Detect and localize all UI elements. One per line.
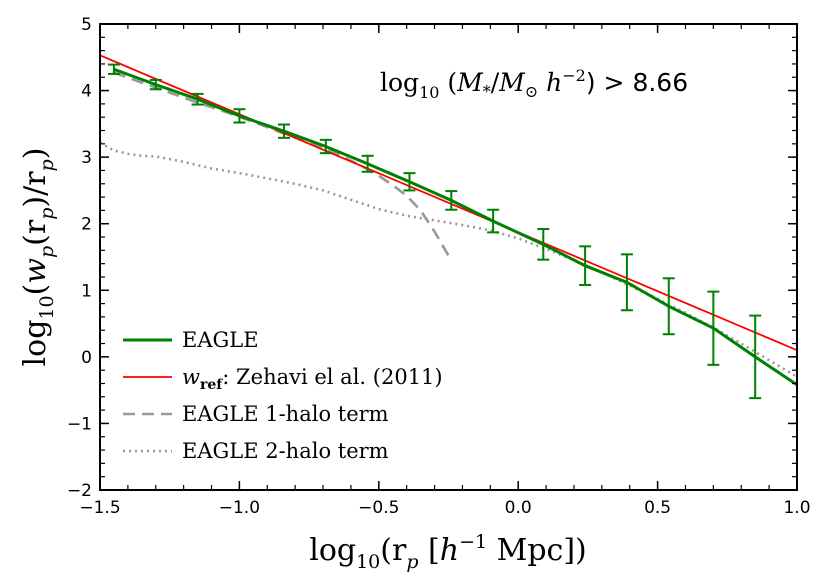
- error-bar: [487, 208, 500, 234]
- y-tick-label: 4: [81, 82, 92, 102]
- error-bar: [107, 63, 120, 75]
- plot-frame: [99, 23, 798, 491]
- legend-entry: wref: Zehavi el al. (2011): [123, 365, 443, 393]
- y-tick-label: 1: [81, 281, 92, 301]
- y-tick-label: −1: [67, 414, 92, 434]
- error-bar: [191, 92, 204, 106]
- error-bar: [620, 253, 633, 312]
- y-tick-label: 5: [81, 15, 92, 35]
- error-bar: [537, 228, 550, 261]
- selection-annotation: log10 (M*/M⊙ h−2) > 8.66: [380, 66, 688, 102]
- x-tick-label: −0.5: [358, 498, 399, 518]
- error-bar: [403, 172, 416, 192]
- series-line-w-ref-zehavi-el-al-2011: [100, 54, 797, 352]
- legend-entry: EAGLE 2-halo term: [123, 439, 389, 463]
- error-bar: [579, 245, 592, 286]
- y-tick-label: 3: [81, 148, 92, 168]
- y-tick-label: 0: [81, 348, 92, 368]
- x-tick-label: 1.0: [783, 498, 810, 518]
- error-bar: [707, 290, 720, 366]
- series-layer: [100, 54, 797, 400]
- x-tick-label: 0.5: [644, 498, 671, 518]
- error-bar: [319, 138, 332, 155]
- series-line-eagle-2-halo-term: [100, 141, 797, 378]
- legend: EAGLE wref: Zehavi el al. (2011) EAGLE 1-h…: [123, 328, 443, 463]
- y-tick-label: 2: [81, 215, 92, 235]
- x-axis-label: log10(rp [h−1 Mpc]): [309, 531, 587, 573]
- error-bar: [662, 277, 675, 336]
- error-bar: [233, 108, 246, 124]
- legend-label: EAGLE 2-halo term: [182, 439, 389, 463]
- legend-label: EAGLE: [182, 328, 259, 352]
- error-bar: [361, 154, 374, 173]
- legend-entry: EAGLE 1-halo term: [123, 402, 389, 426]
- legend-entry: EAGLE: [123, 328, 259, 352]
- series-line-eagle-1-halo-term: [113, 71, 450, 257]
- error-bar: [749, 314, 762, 400]
- x-tick-label: 0.0: [505, 498, 532, 518]
- y-axis-label: log10(wp(rp)/rp): [18, 148, 58, 367]
- y-tick-label: −2: [67, 481, 92, 501]
- error-bar: [278, 123, 291, 139]
- x-tick-label: −1.5: [79, 498, 120, 518]
- legend-label: EAGLE 1-halo term: [182, 402, 389, 426]
- error-bar: [445, 190, 458, 211]
- error-bar: [149, 78, 162, 91]
- legend-label: wref: Zehavi el al. (2011): [182, 365, 443, 393]
- x-tick-label: −1.0: [219, 498, 260, 518]
